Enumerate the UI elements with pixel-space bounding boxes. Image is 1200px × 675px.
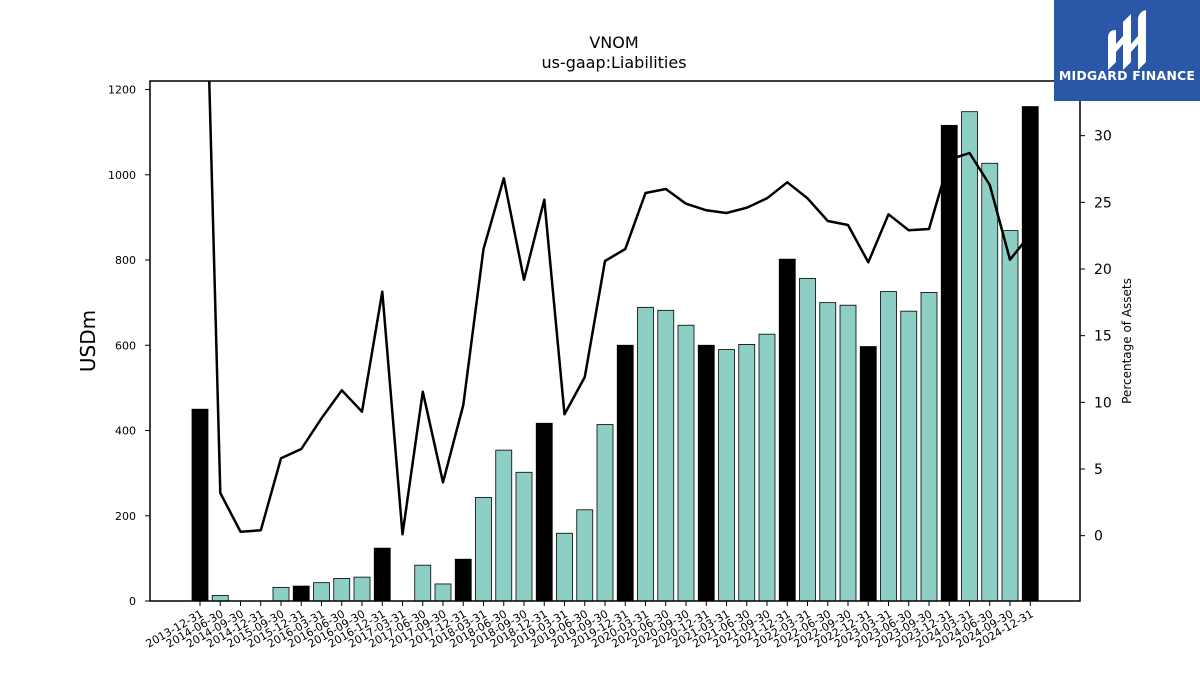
bar-2021-03-31 — [718, 349, 735, 602]
x-axis: 2013-12-312014-06-302014-09-302014-12-31… — [144, 601, 1036, 651]
chart-title: VNOM — [589, 33, 638, 52]
bar-2016-03-31 — [313, 582, 330, 602]
bar-2015-09-30 — [272, 586, 290, 602]
y-tick-label: 600 — [115, 339, 136, 352]
bar-2023-09-30 — [920, 292, 938, 602]
bar-2022-06-30 — [819, 302, 837, 602]
bar-2018-06-30 — [495, 449, 513, 602]
y2-tick-label: 5 — [1094, 462, 1103, 478]
bar-2022-03-31 — [799, 277, 816, 602]
y-axis-right: 0 5 10 15 20 25 30 — [1080, 129, 1112, 545]
bar-2018-12-31 — [535, 422, 553, 602]
bar-2018-03-31 — [475, 497, 492, 602]
bar-2020-12-31 — [697, 344, 715, 602]
chart-subtitle: us-gaap:Liabilities — [541, 53, 686, 72]
bar-2016-09-30 — [353, 576, 371, 602]
brand-logo: MIDGARD FINANCE — [1054, 0, 1200, 101]
bar-2024-09-30 — [1001, 230, 1019, 602]
bar-2021-06-30 — [738, 344, 756, 602]
bar-2019-12-31 — [616, 344, 634, 602]
y-tick-label: 400 — [115, 425, 136, 438]
bar-2022-12-31 — [859, 346, 877, 602]
bar-2016-06-30 — [333, 578, 351, 602]
y-tick-label: 1200 — [108, 84, 136, 97]
bar-2016-12-31 — [373, 547, 391, 602]
bar-2020-06-30 — [657, 309, 675, 602]
bar-2019-06-30 — [576, 509, 594, 602]
bar-2024-03-31 — [961, 111, 978, 602]
bar-2019-09-30 — [596, 424, 614, 602]
bar-2022-09-30 — [839, 304, 857, 602]
bar-2018-09-30 — [515, 471, 533, 602]
plot-frame — [149, 80, 1081, 602]
y-tick-label: 800 — [115, 254, 136, 267]
y2-tick-label: 20 — [1094, 262, 1112, 278]
y-axis-label: USDm — [76, 310, 100, 372]
y2-axis-label: Percentage of Assets — [1120, 278, 1134, 404]
bar-2021-09-30 — [758, 333, 776, 602]
y-tick-label: 1000 — [108, 169, 136, 182]
y2-tick-label: 0 — [1094, 529, 1103, 545]
bar-2017-09-30 — [434, 583, 452, 602]
bar-2023-06-30 — [900, 310, 918, 602]
bar-2015-12-31 — [292, 585, 310, 602]
bar-2024-12-31 — [1021, 106, 1039, 602]
bar-series — [191, 106, 1039, 602]
bar-2019-03-31 — [556, 532, 573, 602]
y-axis-left: 0 200 400 600 800 1000 1200 — [108, 84, 150, 608]
bar-2023-03-31 — [880, 291, 897, 602]
y2-tick-label: 10 — [1094, 395, 1112, 411]
bar-2020-03-31 — [637, 306, 654, 602]
brand-name: MIDGARD FINANCE — [1058, 68, 1196, 83]
y2-tick-label: 30 — [1094, 129, 1112, 145]
y-tick-label: 200 — [115, 510, 136, 523]
bar-2020-09-30 — [677, 324, 695, 602]
midgard-logo-icon — [1108, 10, 1146, 70]
line-series — [208, 81, 1032, 536]
bar-2023-12-31 — [940, 124, 958, 602]
bar-2024-06-30 — [981, 162, 999, 602]
y2-tick-label: 15 — [1094, 329, 1112, 345]
bar-2014-06-30 — [211, 595, 229, 602]
bar-2017-12-31 — [454, 558, 472, 602]
bar-2021-12-31 — [778, 258, 796, 602]
bar-2017-06-30 — [414, 564, 432, 602]
y2-tick-label: 25 — [1094, 195, 1112, 211]
y-tick-label: 0 — [129, 595, 136, 608]
bar-2013-12-31 — [191, 408, 209, 602]
percentage-line — [208, 81, 1032, 536]
